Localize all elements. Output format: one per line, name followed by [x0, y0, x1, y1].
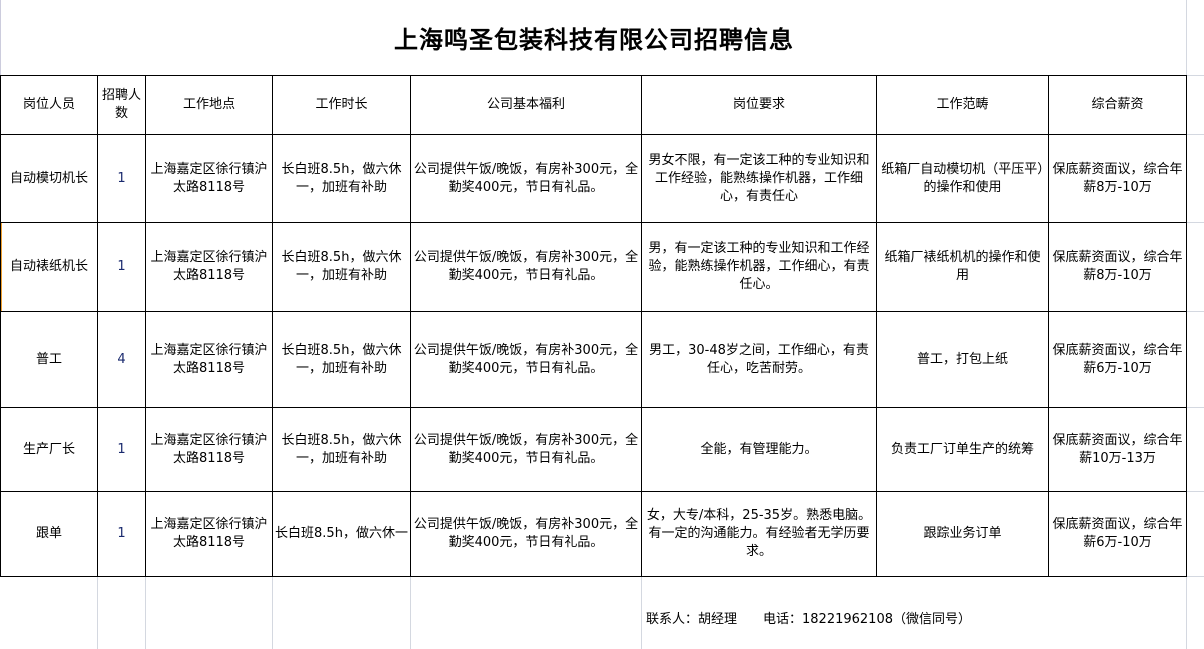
- cell[interactable]: 长白班8.5h，做六休一: [272, 491, 411, 577]
- cell[interactable]: 4: [97, 311, 146, 408]
- table-row: 生产厂长 1 上海嘉定区徐行镇沪太路8118号 长白班8.5h，做六休一，加班有补助公…: [0, 407, 1187, 492]
- cell[interactable]: 普工，打包上纸: [876, 311, 1049, 408]
- cell[interactable]: 1: [97, 491, 146, 577]
- cell[interactable]: 保底薪资面议，综合年薪10万-13万: [1048, 407, 1187, 492]
- cell[interactable]: 保底薪资面议，综合年薪8万-10万: [1048, 222, 1187, 312]
- cell[interactable]: 男，有一定该工种的专业知识和工作经验，能熟练操作机器，工作细心，有责任心。: [641, 222, 877, 312]
- header-cell[interactable]: 招聘人数: [97, 75, 146, 135]
- header-cell[interactable]: 岗位人员: [0, 75, 98, 135]
- cell[interactable]: 保底薪资面议，综合年薪6万-10万: [1048, 491, 1187, 577]
- table-row: 自动裱纸机长 1 上海嘉定区徐行镇沪太路8118号 长白班8.5h，做六休一，加班有补…: [0, 222, 1187, 312]
- cell[interactable]: 上海嘉定区徐行镇沪太路8118号: [145, 491, 273, 577]
- table-row: 跟单 1 上海嘉定区徐行镇沪太路8118号 长白班8.5h，做六休一 公司提供午饭/晚饭…: [0, 491, 1187, 577]
- cell[interactable]: 1: [97, 407, 146, 492]
- job-table: 岗位人员 招聘人数 工作地点 工作时长 公司基本福利 岗位要求 工作范畴 综合薪…: [0, 75, 1187, 577]
- cell[interactable]: 纸箱厂裱纸机机的操作和使用: [876, 222, 1049, 312]
- cell[interactable]: 上海嘉定区徐行镇沪太路8118号: [145, 134, 273, 223]
- cell[interactable]: 男女不限，有一定该工种的专业知识和工作经验，能熟练操作机器，工作细心，有责任心: [641, 134, 877, 223]
- cell[interactable]: 生产厂长: [0, 407, 98, 492]
- cell[interactable]: 自动裱纸机长: [0, 222, 98, 312]
- cell[interactable]: 公司提供午饭/晚饭，有房补300元，全勤奖400元，节日有礼品。: [410, 134, 642, 223]
- cell[interactable]: 女，大专/本科，25-35岁。熟悉电脑。有一定的沟通能力。有经验者无学历要求。: [641, 491, 877, 577]
- cell[interactable]: 上海嘉定区徐行镇沪太路8118号: [145, 222, 273, 312]
- header-cell[interactable]: 工作地点: [145, 75, 273, 135]
- cell[interactable]: 1: [97, 222, 146, 312]
- cell[interactable]: 长白班8.5h，做六休一，加班有补助: [272, 134, 411, 223]
- cell[interactable]: 公司提供午饭/晚饭，有房补300元，全勤奖400元，节日有礼品。: [410, 407, 642, 492]
- cell[interactable]: 公司提供午饭/晚饭，有房补300元，全勤奖400元，节日有礼品。: [410, 222, 642, 312]
- table-row: 普工 4 上海嘉定区徐行镇沪太路8118号 长白班8.5h，做六休一，加班有补助 公司提…: [0, 311, 1187, 408]
- contact-phone: 电话：18221962108（微信同号）: [763, 612, 971, 627]
- cell[interactable]: 普工: [0, 311, 98, 408]
- cell[interactable]: 保底薪资面议，综合年薪8万-10万: [1048, 134, 1187, 223]
- cell[interactable]: 长白班8.5h，做六休一，加班有补助: [272, 222, 411, 312]
- cell[interactable]: 自动模切机长: [0, 134, 98, 223]
- cell[interactable]: 长白班8.5h，做六休一，加班有补助: [272, 311, 411, 408]
- page-title: 上海鸣圣包装科技有限公司招聘信息: [0, 0, 1187, 75]
- header-cell[interactable]: 岗位要求: [641, 75, 877, 135]
- cell[interactable]: 跟踪业务订单: [876, 491, 1049, 577]
- cell[interactable]: 男工，30-48岁之间，工作细心，有责任心，吃苦耐劳。: [641, 311, 877, 408]
- header-cell[interactable]: 公司基本福利: [410, 75, 642, 135]
- cell[interactable]: 纸箱厂自动模切机（平压平）的操作和使用: [876, 134, 1049, 223]
- cell[interactable]: 公司提供午饭/晚饭，有房补300元，全勤奖400元，节日有礼品。: [410, 491, 642, 577]
- table-row: 自动模切机长 1 上海嘉定区徐行镇沪太路8118号 长白班8.5h，做六休一，加班有补…: [0, 134, 1187, 223]
- cell[interactable]: 上海嘉定区徐行镇沪太路8118号: [145, 311, 273, 408]
- header-row: 岗位人员 招聘人数 工作地点 工作时长 公司基本福利 岗位要求 工作范畴 综合薪…: [0, 75, 1187, 135]
- cell[interactable]: 保底薪资面议，综合年薪6万-10万: [1048, 311, 1187, 408]
- header-cell[interactable]: 工作时长: [272, 75, 411, 135]
- cell[interactable]: 负责工厂订单生产的统筹: [876, 407, 1049, 492]
- cell[interactable]: 全能，有管理能力。: [641, 407, 877, 492]
- cell[interactable]: 公司提供午饭/晚饭，有房补300元，全勤奖400元，节日有礼品。: [410, 311, 642, 408]
- contact-person: 联系人：胡经理: [646, 612, 738, 627]
- cell[interactable]: 跟单: [0, 491, 98, 577]
- cell[interactable]: 上海嘉定区徐行镇沪太路8118号: [145, 407, 273, 492]
- contact-info: 联系人：胡经理 电话：18221962108（微信同号）: [646, 608, 997, 627]
- header-cell[interactable]: 工作范畴: [876, 75, 1049, 135]
- header-cell[interactable]: 综合薪资: [1048, 75, 1187, 135]
- cell[interactable]: 1: [97, 134, 146, 223]
- cell[interactable]: 长白班8.5h，做六休一，加班有补助: [272, 407, 411, 492]
